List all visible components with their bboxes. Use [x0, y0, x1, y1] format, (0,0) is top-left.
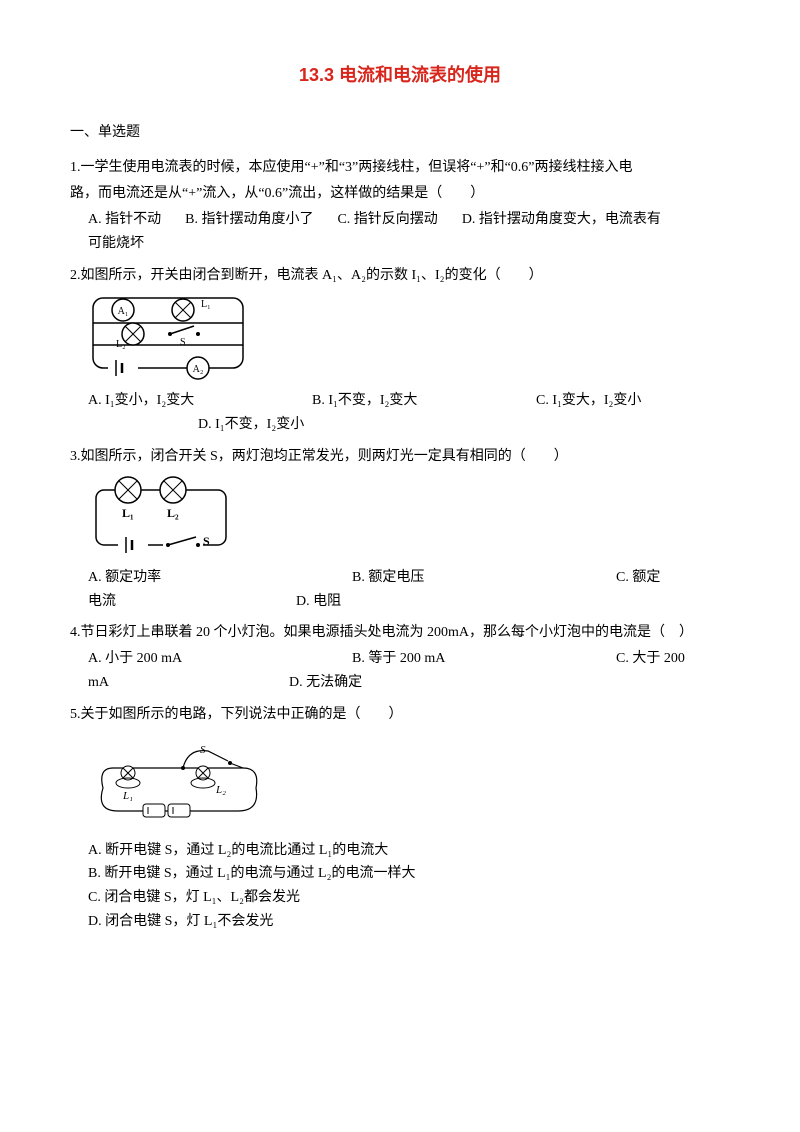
question-2: 2.如图所示，开关由闭合到断开，电流表 A₁、A₂的示数 I₁、I₂的变化（ ）… [70, 264, 730, 437]
q1-line2: 路，而电流还是从“+”流入，从“0.6”流出，这样做的结果是（ ） [70, 182, 730, 206]
q4-text: 4.节日彩灯上串联着 20 个小灯泡。如果电源插头处电流为 200mA，那么每个… [70, 621, 730, 645]
q3-optC: C. 额定 [616, 566, 660, 590]
q5-optB: B. 断开电键 S，通过 L₁的电流与通过 L₂的电流一样大 [88, 862, 730, 886]
q4-optD: D. 无法确定 [289, 671, 362, 695]
q3-optB: B. 额定电压 [352, 566, 592, 590]
q2-diagram: A₁ L₁ L₂ S A₂ [88, 293, 730, 383]
q5-optA: A. 断开电键 S，通过 L₂的电流比通过 L₁的电流大 [88, 839, 730, 863]
q3-optC-cont: 电流 [88, 590, 116, 614]
q2-optD: D. I₁不变，I₂变小 [88, 413, 730, 437]
q3-optD: D. 电阻 [296, 590, 341, 614]
q4-optA: A. 小于 200 mA [88, 647, 328, 671]
svg-text:S: S [200, 744, 206, 756]
section-header: 一、单选题 [70, 121, 730, 145]
svg-text:S: S [203, 534, 210, 548]
q1-optD-cont: 可能烧坏 [88, 232, 730, 256]
q4-optB: B. 等于 200 mA [352, 647, 592, 671]
question-1: 1.一学生使用电流表的时候，本应使用“+”和“3”两接线柱，但误将“+”和“0.… [70, 156, 730, 255]
q5-diagram: S L₁ L₂ [88, 733, 730, 833]
q1-line1: 1.一学生使用电流表的时候，本应使用“+”和“3”两接线柱，但误将“+”和“0.… [70, 156, 730, 180]
svg-text:L₂: L₂ [215, 784, 226, 796]
q2-optB: B. I₁不变，I₂变大 [312, 389, 512, 413]
question-5: 5.关于如图所示的电路，下列说法中正确的是（ ） S L₁ L₂ [70, 703, 730, 934]
svg-text:L₁: L₁ [122, 790, 133, 802]
svg-text:L₁: L₁ [122, 506, 134, 520]
svg-text:L₁: L₁ [201, 299, 211, 310]
q1-optD: D. 指针摆动角度变大，电流表有 [462, 208, 661, 232]
q2-optC: C. I₁变大，I₂变小 [536, 389, 641, 413]
svg-text:S: S [180, 337, 186, 348]
svg-text:L₂: L₂ [116, 339, 126, 350]
q1-optB: B. 指针摆动角度小了 [185, 208, 313, 232]
q1-optC: C. 指针反向摆动 [337, 208, 437, 232]
q5-text: 5.关于如图所示的电路，下列说法中正确的是（ ） [70, 703, 730, 727]
q3-diagram: L₁ L₂ S [88, 475, 730, 560]
question-4: 4.节日彩灯上串联着 20 个小灯泡。如果电源插头处电流为 200mA，那么每个… [70, 621, 730, 694]
svg-text:A₁: A₁ [118, 306, 129, 317]
q2-text: 2.如图所示，开关由闭合到断开，电流表 A₁、A₂的示数 I₁、I₂的变化（ ） [70, 264, 730, 288]
q4-optC: C. 大于 200 [616, 647, 685, 671]
q5-optD: D. 闭合电键 S，灯 L₁不会发光 [88, 910, 730, 934]
svg-text:A₂: A₂ [193, 364, 204, 375]
q4-optC-cont: mA [88, 671, 109, 695]
page-title: 13.3 电流和电流表的使用 [70, 60, 730, 91]
q3-text: 3.如图所示，闭合开关 S，两灯泡均正常发光，则两灯光一定具有相同的（ ） [70, 445, 730, 469]
q5-optC: C. 闭合电键 S，灯 L₁、L₂都会发光 [88, 886, 730, 910]
q2-optA: A. I₁变小，I₂变大 [88, 389, 288, 413]
question-3: 3.如图所示，闭合开关 S，两灯泡均正常发光，则两灯光一定具有相同的（ ） L₁… [70, 445, 730, 613]
q1-optA: A. 指针不动 [88, 208, 161, 232]
q3-optA: A. 额定功率 [88, 566, 328, 590]
svg-text:L₂: L₂ [167, 506, 179, 520]
